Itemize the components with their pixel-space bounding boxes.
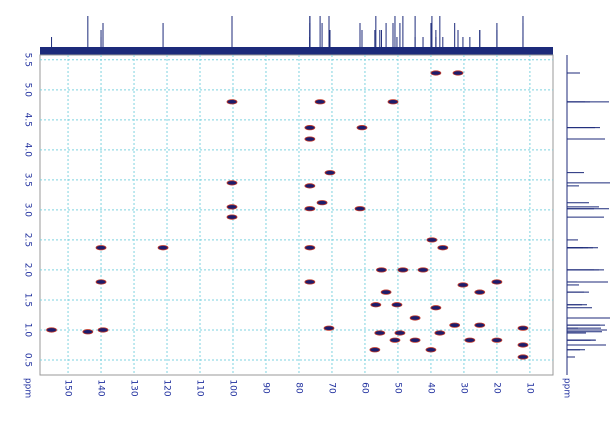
y-tick-label: 2.0 [23, 263, 33, 278]
x-tick-label: 110 [195, 379, 205, 396]
cross-peak [95, 245, 107, 251]
cross-peak [474, 322, 486, 328]
cross-peak [464, 337, 476, 343]
cross-peak [304, 125, 316, 131]
cross-peak [157, 245, 169, 251]
x-tick-label: 10 [524, 382, 534, 394]
cross-peak [430, 305, 442, 311]
y-tick-label: 4.0 [23, 143, 33, 158]
x-tick-label: 90 [260, 382, 270, 394]
cross-peak [425, 347, 437, 353]
cross-peak [409, 315, 421, 321]
cross-peak [46, 327, 57, 333]
cross-peak [491, 337, 503, 343]
y-tick-label: 1.0 [23, 323, 33, 338]
cross-peak [457, 282, 469, 288]
cross-peak [474, 289, 486, 295]
plot-frame [39, 54, 554, 376]
cross-peak [517, 342, 529, 348]
cross-peak [417, 267, 429, 273]
cross-peak [316, 200, 328, 206]
projection-baseline [40, 47, 553, 55]
cross-peak [409, 337, 421, 343]
x-tick-label: 50 [392, 382, 402, 394]
cross-peak [314, 99, 326, 105]
cross-peak [226, 99, 238, 105]
y-axis-label: ppm [23, 378, 33, 398]
x-tick-label: 20 [491, 382, 501, 394]
y-tick-label: 2.5 [23, 233, 33, 247]
cross-peak [517, 325, 529, 331]
y-tick-label: 3.0 [23, 203, 33, 218]
cross-peak [387, 99, 399, 105]
cross-peak [434, 330, 446, 336]
x-tick-label: 80 [293, 382, 303, 394]
cross-peak [394, 330, 406, 336]
x-tick-label: 140 [96, 379, 106, 396]
x-tick-label: 60 [359, 382, 369, 394]
cross-peak [370, 302, 382, 308]
cross-peak [437, 245, 449, 251]
cross-peak [374, 330, 386, 336]
y-tick-label: 0.5 [23, 353, 33, 367]
cross-peak [97, 327, 109, 333]
cross-peak [304, 279, 316, 285]
y-tick-label: 4.5 [23, 113, 33, 127]
cross-peak [380, 289, 392, 295]
cross-peak [226, 180, 238, 186]
x-axis-label: ppm [562, 378, 572, 398]
cross-peak [397, 267, 409, 273]
cross-peak [324, 170, 336, 176]
cross-peak [226, 204, 238, 210]
cross-peak [354, 206, 366, 212]
cross-peak [226, 214, 238, 220]
cross-peak [452, 70, 464, 76]
cross-peak [356, 125, 368, 131]
y-tick-label: 5.0 [23, 83, 33, 98]
y-tick-label: 1.5 [23, 293, 33, 307]
x-tick-label: 70 [326, 382, 336, 394]
cross-peak [304, 206, 316, 212]
x-tick-label: 130 [129, 379, 139, 396]
x-tick-label: 30 [458, 382, 468, 394]
x-tick-label: 40 [425, 382, 435, 394]
cross-peak [389, 337, 401, 343]
x-tick-label: 150 [63, 379, 73, 396]
y-tick-label: 3.5 [23, 173, 33, 187]
cross-peak [304, 136, 316, 142]
cross-peak [304, 245, 316, 251]
cross-peak [376, 267, 387, 273]
x-tick-label: 100 [227, 379, 237, 396]
x-tick-label: 120 [162, 379, 172, 396]
cross-peak [426, 237, 438, 243]
cross-peak [323, 325, 335, 331]
cross-peak [95, 279, 107, 285]
cross-peak [430, 70, 442, 76]
cross-peak [449, 322, 461, 328]
cross-peak [517, 354, 529, 360]
cross-peak [82, 329, 94, 335]
cross-peak [391, 302, 403, 308]
y-tick-label: 5.5 [23, 53, 33, 67]
cross-peak [304, 183, 316, 189]
cross-peak [491, 279, 503, 285]
cross-peak [369, 347, 381, 353]
